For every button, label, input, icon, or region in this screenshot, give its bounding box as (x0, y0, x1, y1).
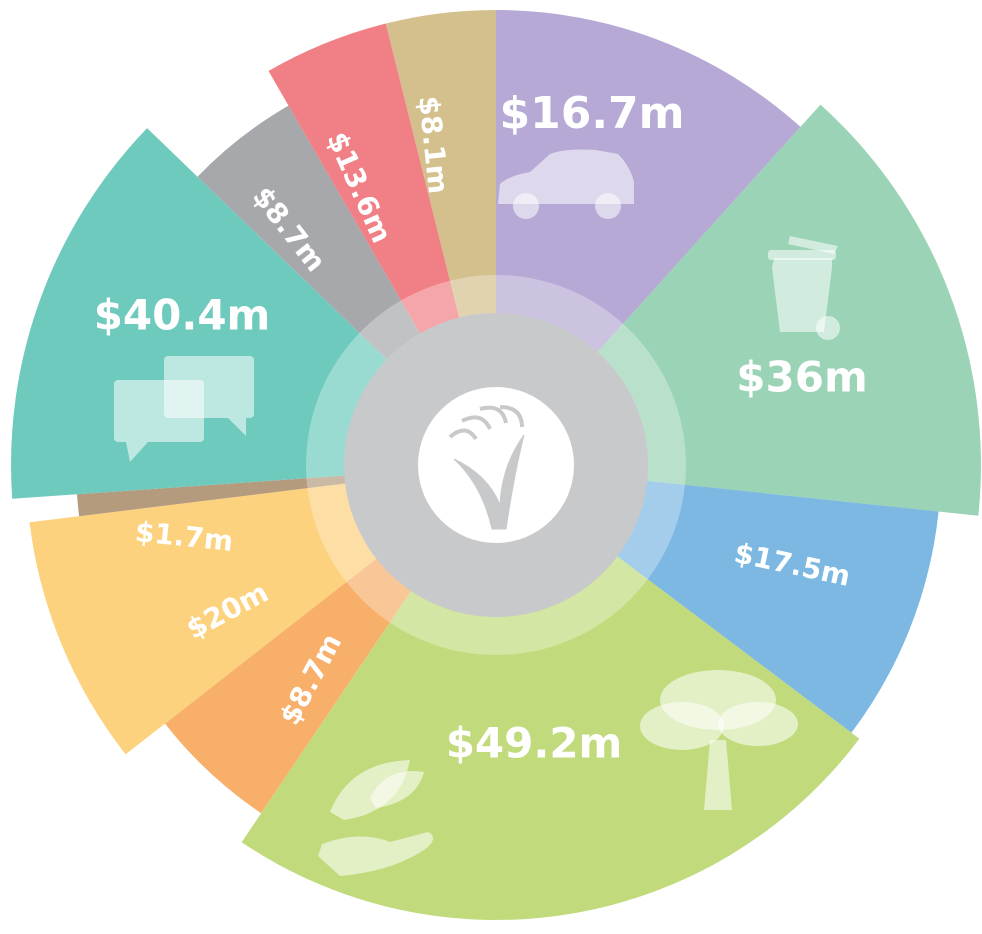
segment-label-0: $16.7m (499, 88, 684, 139)
segment-label-3: $49.2m (446, 719, 623, 768)
segment-label-1: $36m (736, 353, 867, 402)
segment-label-7: $40.4m (94, 291, 271, 340)
center-logo-disc (418, 387, 574, 543)
